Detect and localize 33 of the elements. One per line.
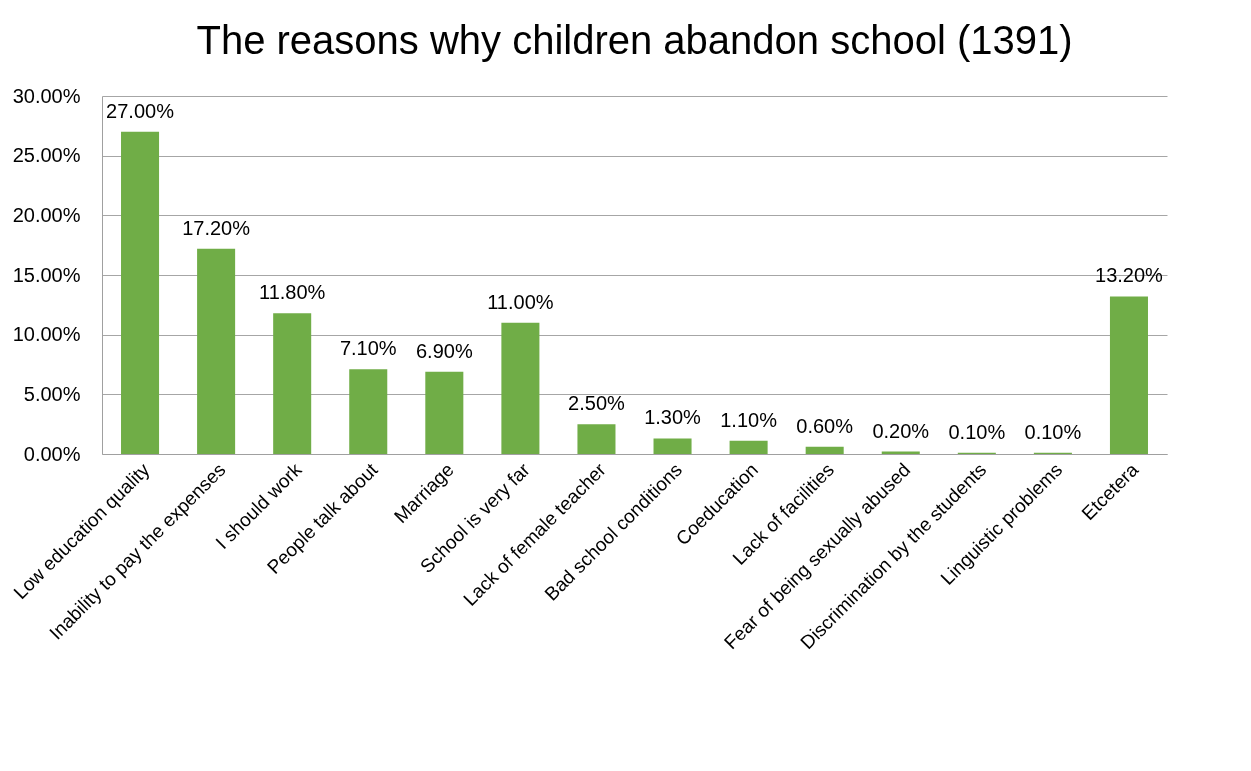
bar xyxy=(349,369,388,454)
bar xyxy=(805,446,844,454)
bar xyxy=(121,131,160,454)
data-label: 1.30% xyxy=(644,406,702,429)
bar xyxy=(577,424,616,454)
bar xyxy=(197,248,236,454)
data-label: 17.20% xyxy=(182,216,251,239)
y-tick-label: 0.00% xyxy=(23,442,81,465)
bar xyxy=(501,322,540,454)
data-label: 0.60% xyxy=(796,414,854,437)
y-tick-label: 30.00% xyxy=(12,84,81,107)
chart-title: The reasons why children abandon school (1391) xyxy=(196,18,1073,62)
data-label: 11.80% xyxy=(259,281,326,304)
data-label: 27.00% xyxy=(106,99,175,122)
bar xyxy=(653,438,692,454)
bar xyxy=(425,371,464,454)
data-label: 13.20% xyxy=(1095,264,1164,287)
y-tick-label: 10.00% xyxy=(12,323,81,346)
bar xyxy=(729,440,768,454)
data-label: 0.10% xyxy=(948,420,1006,443)
y-tick-label: 15.00% xyxy=(12,263,81,286)
data-label: 2.50% xyxy=(568,392,626,415)
bar xyxy=(273,313,312,454)
data-label: 11.00% xyxy=(487,290,554,313)
y-tick-label: 20.00% xyxy=(12,203,81,226)
data-label: 0.10% xyxy=(1024,420,1082,443)
y-tick-label: 5.00% xyxy=(23,382,81,405)
data-label: 0.20% xyxy=(872,419,930,442)
data-label: 6.90% xyxy=(415,339,473,362)
bar xyxy=(1109,296,1148,454)
y-tick-label: 25.00% xyxy=(12,144,81,167)
data-label: 7.10% xyxy=(339,337,397,360)
data-label: 1.10% xyxy=(720,408,778,431)
